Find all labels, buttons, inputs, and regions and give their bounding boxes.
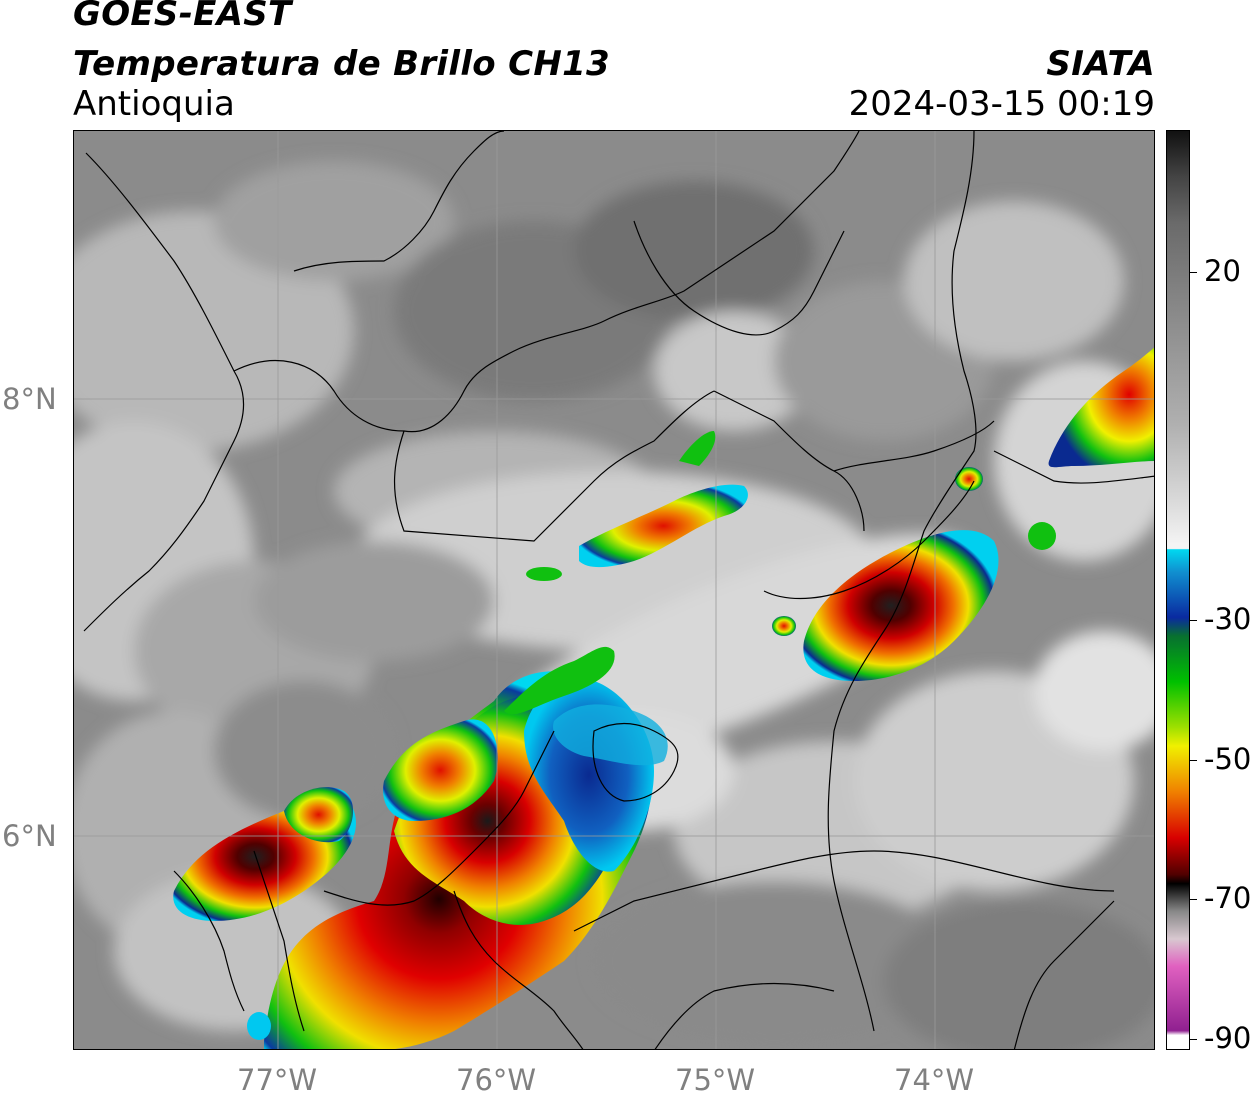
colorbar-label-minus30: -30 [1204, 602, 1252, 636]
datetime-title: 2024-03-15 00:19 [848, 84, 1155, 124]
colorbar-label-minus50: -50 [1204, 742, 1252, 776]
map-canvas [74, 131, 1154, 1049]
admin-boundaries [83, 131, 1154, 1049]
colorbar-tick [1189, 620, 1197, 621]
product-title: Temperatura de Brillo CH13 [73, 44, 611, 84]
satellite-title: GOES-EAST [73, 0, 292, 34]
colorbar-tick [1189, 899, 1197, 900]
satellite-map [73, 130, 1155, 1050]
lat-label-8n: 8°N [2, 382, 57, 416]
convective-storms [173, 347, 1154, 1049]
source-title: SIATA [1046, 44, 1155, 84]
colorbar-tick [1189, 1039, 1197, 1040]
region-title: Antioquia [73, 84, 235, 124]
colorbar-label-minus90: -90 [1204, 1021, 1252, 1055]
graticule [74, 131, 1154, 1049]
lon-label-76w: 76°W [456, 1063, 537, 1097]
colorbar-label-20: 20 [1204, 254, 1241, 288]
lat-label-6n: 6°N [2, 819, 57, 853]
temperature-colorbar [1166, 130, 1190, 1050]
lon-label-74w: 74°W [894, 1063, 975, 1097]
lon-label-75w: 75°W [675, 1063, 756, 1097]
colorbar-tick [1189, 272, 1197, 273]
colorbar-tick [1189, 760, 1197, 761]
lon-label-77w: 77°W [237, 1063, 318, 1097]
colorbar-label-minus70: -70 [1204, 881, 1252, 915]
